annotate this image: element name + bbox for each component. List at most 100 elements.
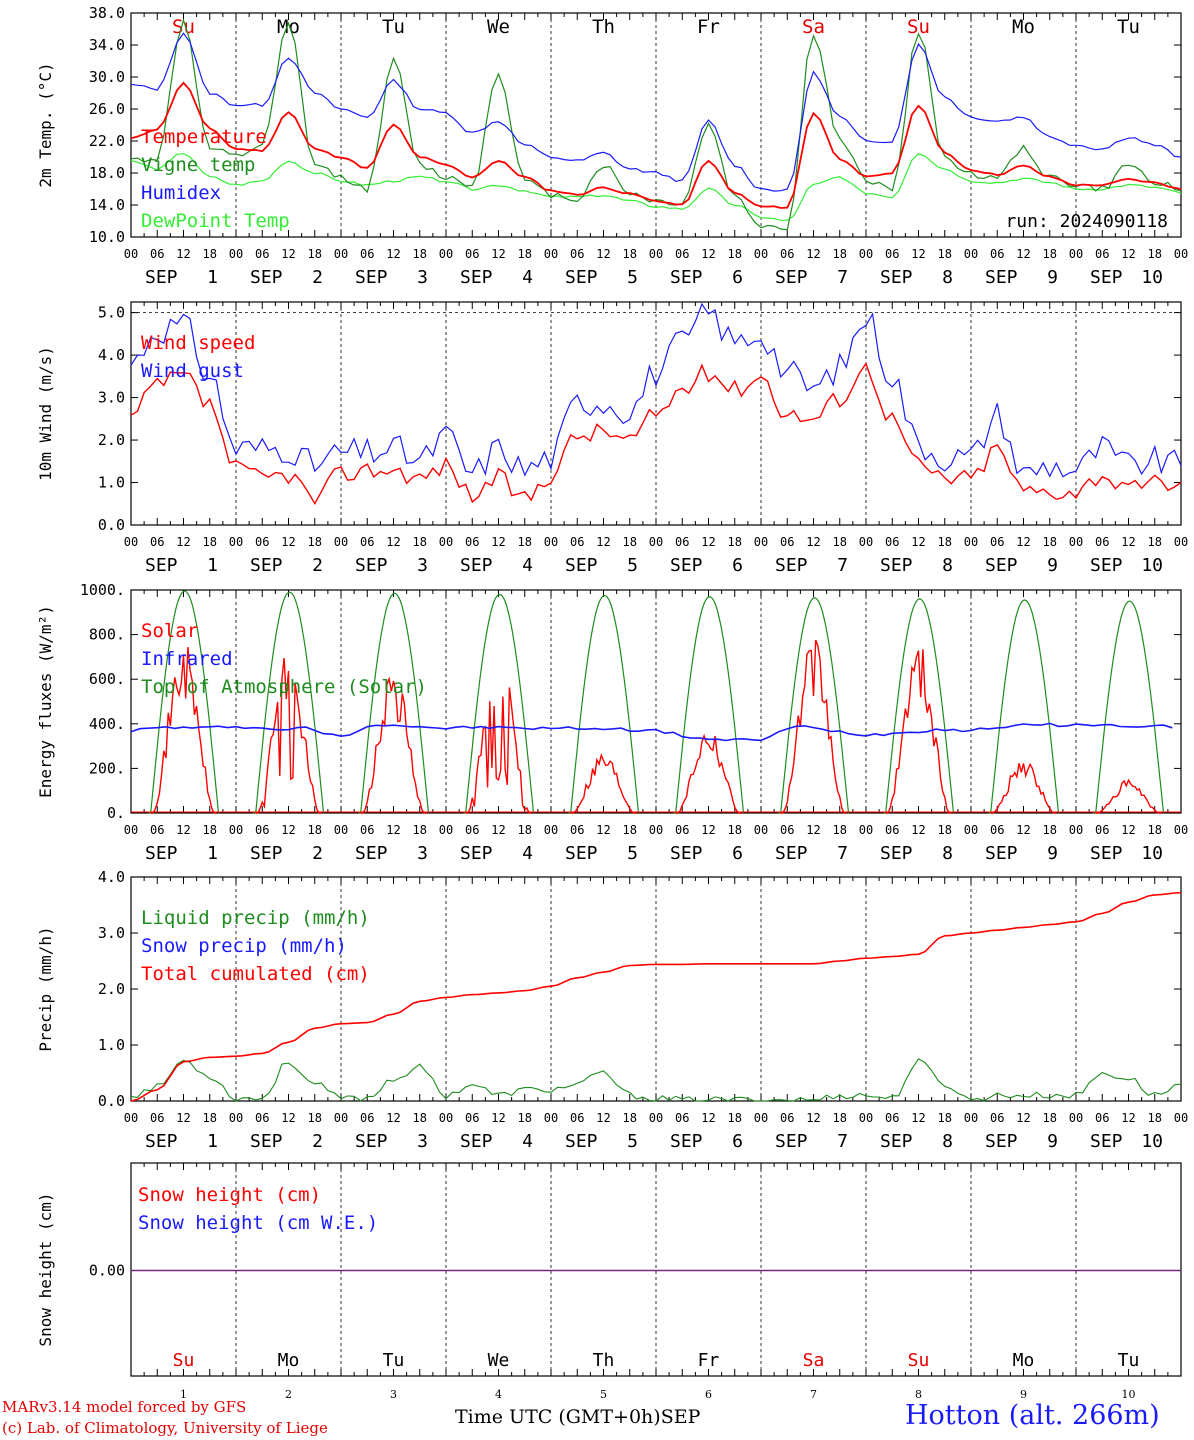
- date-day-label: 10: [1141, 1131, 1163, 1152]
- hour-label: 18: [623, 535, 637, 549]
- hour-label: 18: [1043, 1111, 1057, 1125]
- date-day-label: 2: [312, 843, 323, 864]
- panel-snow: 0.00 Snow height (cm): [36, 1162, 1182, 1377]
- day-number-small: 4: [495, 1388, 502, 1401]
- hour-label: 00: [1174, 1111, 1188, 1125]
- y-tick-label: 26.0: [89, 100, 125, 118]
- series-toa-solar-day: [673, 596, 745, 814]
- hour-label: 18: [203, 1111, 217, 1125]
- hour-label: 18: [413, 823, 427, 837]
- hour-label: 00: [124, 247, 138, 261]
- date-month-label: SEP: [670, 267, 703, 288]
- series-toa-solar-day: [883, 598, 955, 814]
- hour-label: 00: [964, 247, 978, 261]
- date-day-label: 4: [522, 1131, 533, 1152]
- date-day-label: 10: [1141, 843, 1163, 864]
- hour-label: 00: [964, 535, 978, 549]
- y-tick-label: 0.: [107, 804, 125, 822]
- date-month-label: SEP: [145, 555, 178, 576]
- weekday-label-top: Tu: [382, 16, 405, 38]
- run-label: run: 2024090118: [1005, 211, 1168, 232]
- panel-frame: [130, 12, 1182, 238]
- hour-label: 12: [281, 535, 295, 549]
- series-solar-day: [885, 649, 952, 814]
- y-tick-label: 200.: [89, 759, 125, 777]
- series-solar-day: [780, 639, 847, 814]
- y-tick-label: 0.0: [98, 516, 125, 534]
- legend-entry: Infrared: [141, 648, 233, 670]
- time-axis-label: Time UTC (GMT+0h)SEP: [455, 1406, 701, 1428]
- weekday-label-bottom: Su: [908, 1350, 930, 1371]
- legend-entry: Temperature: [141, 126, 267, 148]
- hour-label: 12: [701, 535, 715, 549]
- weekday-label-bottom: We: [488, 1350, 510, 1371]
- y-axis-label: 10m Wind (m/s): [36, 346, 55, 481]
- weekday-label-bottom: Fr: [698, 1350, 720, 1371]
- series-toa-solar-day: [778, 597, 850, 814]
- hour-label: 18: [518, 535, 532, 549]
- hour-label: 00: [124, 823, 138, 837]
- hour-label: 06: [1095, 535, 1109, 549]
- series-wind-speed: [130, 362, 1182, 506]
- weekday-label-bottom: Th: [593, 1350, 615, 1371]
- series-liquid-precip: [130, 1058, 1182, 1102]
- hour-label: 18: [833, 535, 847, 549]
- y-tick-label: 34.0: [89, 36, 125, 54]
- hour-label: 06: [360, 247, 374, 261]
- date-month-label: SEP: [670, 1131, 703, 1152]
- date-day-label: 6: [732, 1131, 743, 1152]
- weekday-label-top: Tu: [1117, 16, 1140, 38]
- y-axis-label: Snow height (cm): [36, 1192, 55, 1346]
- date-month-label: SEP: [460, 267, 493, 288]
- hour-label: 12: [701, 823, 715, 837]
- y-tick-label: 2.0: [98, 431, 125, 449]
- date-day-label: 2: [312, 1131, 323, 1152]
- hour-label: 06: [780, 823, 794, 837]
- date-day-label: 7: [837, 267, 848, 288]
- hour-label: 12: [176, 823, 190, 837]
- date-day-label: 9: [1047, 1131, 1058, 1152]
- hour-label: 00: [1174, 247, 1188, 261]
- y-axis-label: 2m Temp. (°C): [36, 62, 55, 187]
- hour-label: 06: [990, 247, 1004, 261]
- hour-label: 18: [938, 1111, 952, 1125]
- hour-label: 12: [596, 535, 610, 549]
- date-day-label: 6: [732, 843, 743, 864]
- hour-label: 18: [938, 247, 952, 261]
- date-month-label: SEP: [250, 843, 283, 864]
- hour-label: 12: [281, 1111, 295, 1125]
- weekday-label-bottom: Tu: [383, 1350, 405, 1371]
- hour-label: 06: [255, 247, 269, 261]
- hour-label: 00: [1174, 535, 1188, 549]
- hour-label: 00: [964, 823, 978, 837]
- date-month-label: SEP: [565, 555, 598, 576]
- weekday-label-top: Mo: [1012, 16, 1035, 38]
- weekday-label-top: Fr: [697, 16, 720, 38]
- date-day-label: 2: [312, 267, 323, 288]
- date-day-label: 4: [522, 843, 533, 864]
- hour-label: 00: [754, 823, 768, 837]
- date-month-label: SEP: [355, 1131, 388, 1152]
- hour-label: 18: [203, 823, 217, 837]
- hour-label: 00: [1069, 1111, 1083, 1125]
- hour-label: 18: [203, 535, 217, 549]
- hour-label: 12: [281, 823, 295, 837]
- hour-label: 06: [885, 535, 899, 549]
- hour-label: 00: [229, 535, 243, 549]
- hour-label: 12: [806, 247, 820, 261]
- y-tick-label: 400.: [89, 715, 125, 733]
- hour-label: 06: [255, 823, 269, 837]
- y-axis-label: Precip (mm/h): [36, 926, 55, 1051]
- hour-label: 18: [938, 535, 952, 549]
- legend-entry: Solar: [141, 620, 198, 642]
- date-day-label: 3: [417, 843, 428, 864]
- series-wind-gust: [130, 302, 1182, 478]
- weekday-label-bottom: Su: [173, 1350, 195, 1371]
- legend-entry: DewPoint Temp: [141, 210, 290, 232]
- hour-label: 12: [911, 823, 925, 837]
- y-tick-label: 10.0: [89, 228, 125, 246]
- hour-label: 06: [990, 1111, 1004, 1125]
- panel-temp: 38.0 34.0 30.0 26.0 22.0 18.0 14.0 10.0 2m Temp.…: [36, 4, 1188, 288]
- hour-label: 12: [281, 247, 295, 261]
- hour-label: 12: [1016, 535, 1030, 549]
